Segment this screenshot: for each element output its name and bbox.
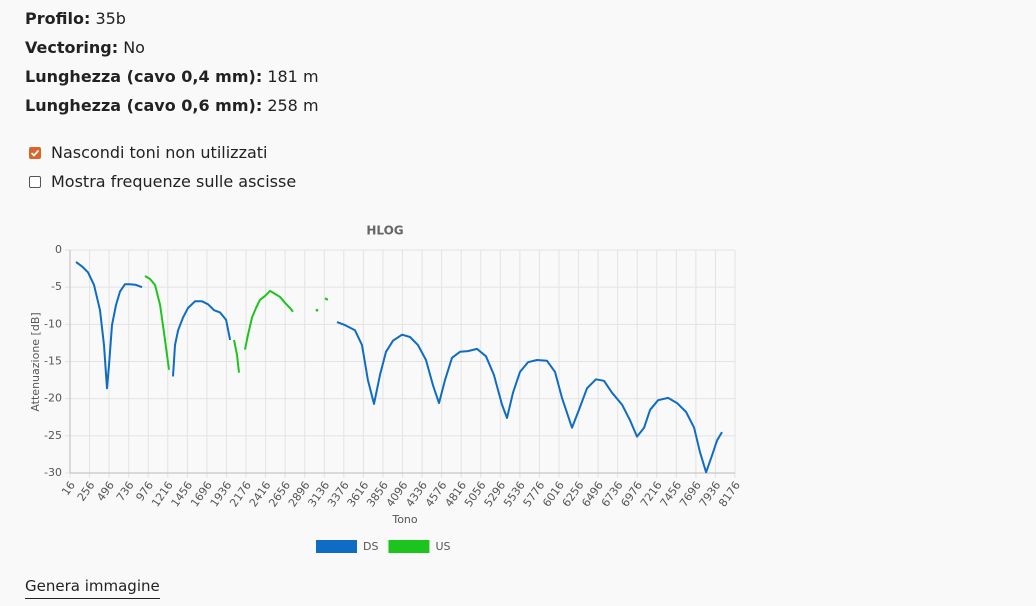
checkbox-option[interactable]: Mostra frequenze sulle ascisse (29, 172, 296, 191)
info-row: Profilo: 35b (25, 9, 126, 28)
checkbox[interactable] (29, 146, 41, 159)
data-line (336, 321, 723, 474)
data-point (315, 308, 319, 312)
x-tick-label: 496 (94, 479, 117, 504)
checkbox[interactable] (29, 175, 41, 188)
x-tick-label: 256 (75, 479, 98, 504)
y-tick-label: -5 (51, 280, 62, 293)
checkbox-label: Mostra frequenze sulle ascisse (51, 172, 297, 191)
checkbox-option[interactable]: Nascondi toni non utilizzati (29, 143, 267, 162)
checkbox-label: Nascondi toni non utilizzati (51, 143, 268, 162)
check-icon (30, 149, 40, 157)
x-tick-label: 736 (114, 479, 137, 504)
info-label: Lunghezza (cavo 0,6 mm): (25, 96, 263, 115)
x-axis-label: Tono (391, 513, 418, 526)
legend-label: DS (363, 540, 378, 553)
data-line (244, 289, 294, 350)
y-axis-label: Attenuazione [dB] (29, 312, 42, 411)
legend-swatch (388, 540, 430, 553)
info-label: Profilo: (25, 9, 91, 28)
info-value: 35b (95, 9, 126, 28)
info-row: Lunghezza (cavo 0,6 mm): 258 m (25, 96, 319, 115)
info-label: Lunghezza (cavo 0,4 mm): (25, 67, 263, 86)
legend-label: US (435, 540, 450, 553)
info-row: Lunghezza (cavo 0,4 mm): 181 m (25, 67, 319, 86)
info-value: 258 m (267, 96, 319, 115)
chart-title: HLOG (366, 224, 403, 238)
generate-image-button[interactable]: Genera immagine (25, 577, 160, 599)
x-tick-label: 8176 (716, 479, 743, 509)
y-tick-label: 0 (55, 243, 62, 256)
info-value: No (123, 38, 145, 57)
y-tick-label: -20 (44, 392, 62, 405)
info-value: 181 m (267, 67, 319, 86)
chart: HLOG Tono Attenuazione [dB] 0 -5 -10 -15 -20… (29, 224, 743, 553)
info-label: Vectoring: (25, 38, 119, 57)
data-line (233, 339, 240, 373)
data-line (324, 297, 329, 301)
y-tick-label: -25 (44, 429, 62, 442)
data-line (75, 261, 143, 390)
y-tick-label: -15 (44, 355, 62, 368)
y-tick-label: -30 (44, 466, 62, 479)
data-line (144, 275, 170, 370)
info-row: Vectoring: No (25, 38, 145, 57)
y-tick-label: -10 (44, 317, 62, 330)
data-line (172, 300, 232, 377)
legend-swatch (316, 540, 357, 553)
